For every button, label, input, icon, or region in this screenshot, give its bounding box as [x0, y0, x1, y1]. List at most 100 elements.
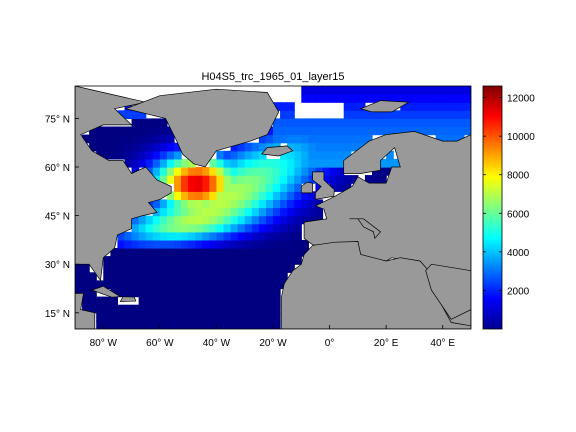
data-cell [230, 248, 239, 257]
data-cell [202, 239, 210, 249]
data-cell [386, 86, 394, 95]
data-cell [230, 167, 239, 176]
data-cell [280, 150, 288, 160]
data-cell [181, 175, 189, 184]
data-cell [174, 296, 182, 306]
data-cell [216, 320, 225, 329]
data-cell [174, 142, 182, 152]
data-cell [216, 239, 225, 249]
data-cell [308, 126, 317, 136]
data-cell [110, 296, 119, 306]
land-iceland [260, 145, 294, 157]
data-cell [280, 264, 288, 273]
data-cell [251, 191, 260, 200]
y-tick-label: 45° N [45, 212, 70, 223]
data-cell [159, 167, 168, 176]
data-cell [237, 248, 246, 257]
data-cell [209, 167, 218, 176]
data-cell [343, 134, 352, 144]
data-cell [145, 231, 154, 241]
data-cell [223, 150, 232, 160]
data-cell [230, 191, 239, 200]
data-cell [386, 150, 394, 160]
data-cell [301, 158, 309, 168]
data-cell [294, 183, 302, 192]
data-cell [407, 86, 416, 95]
land-masses [75, 86, 471, 329]
data-cell [138, 126, 147, 136]
data-cell [301, 94, 309, 103]
data-cell [174, 207, 182, 217]
data-cell [258, 158, 267, 168]
data-cell [301, 207, 309, 217]
data-cell [322, 86, 331, 95]
data-cell [216, 256, 225, 265]
data-cell [393, 126, 401, 136]
data-cell [131, 118, 140, 128]
data-cell [202, 199, 210, 209]
data-cell [216, 150, 225, 160]
data-cell [280, 248, 288, 257]
data-cell [308, 86, 317, 95]
data-cell [103, 126, 111, 136]
data-cell [301, 175, 309, 184]
y-tick-label: 15° N [45, 309, 70, 320]
y-tick-label: 30° N [45, 260, 70, 271]
data-cell [258, 167, 267, 176]
data-cell [181, 191, 189, 200]
data-cell [442, 134, 451, 144]
land-italy [349, 218, 382, 240]
data-cell [322, 150, 331, 160]
data-cell [152, 134, 161, 144]
data-cell [237, 199, 246, 209]
data-cell [124, 150, 133, 160]
data-cell [195, 207, 203, 217]
data-cell [89, 272, 97, 281]
data-cell [159, 272, 168, 281]
data-cell [463, 94, 471, 103]
data-cell [110, 134, 119, 144]
data-cell [463, 86, 471, 95]
data-cell [237, 175, 246, 184]
data-cell [400, 110, 408, 119]
land-svalbard [359, 100, 411, 113]
data-cell [456, 110, 465, 119]
data-cell [287, 102, 295, 111]
data-cell [435, 94, 444, 103]
data-cell [195, 280, 203, 290]
data-cell [287, 207, 295, 217]
data-cell [181, 239, 189, 249]
data-cell [287, 264, 295, 273]
data-cell [223, 248, 232, 257]
data-cell [456, 102, 465, 111]
data-cell [131, 126, 140, 136]
data-cell [209, 223, 218, 233]
data-cell [152, 158, 161, 168]
data-cell [442, 126, 451, 136]
data-cell [152, 215, 161, 225]
data-cell [258, 288, 267, 298]
data-cell [308, 150, 317, 160]
data-cell [294, 248, 302, 257]
data-cell [280, 167, 288, 176]
data-cell [294, 118, 302, 128]
data-cell [258, 199, 267, 209]
data-cell [159, 134, 168, 144]
data-cell [280, 134, 288, 144]
data-cell [159, 150, 168, 160]
data-cell [273, 158, 281, 168]
data-cell [223, 223, 232, 233]
data-cell [209, 256, 218, 265]
data-cell [174, 167, 182, 176]
data-cell [244, 280, 253, 290]
data-cell [181, 231, 189, 241]
data-cell [138, 304, 147, 314]
data-cell [414, 118, 423, 128]
data-cell [223, 167, 232, 176]
data-cell [301, 248, 309, 257]
x-tick-label: 0° [325, 338, 335, 349]
data-cell [188, 191, 196, 200]
data-cell [237, 320, 246, 329]
data-cell [379, 94, 387, 103]
data-cell [258, 304, 267, 314]
